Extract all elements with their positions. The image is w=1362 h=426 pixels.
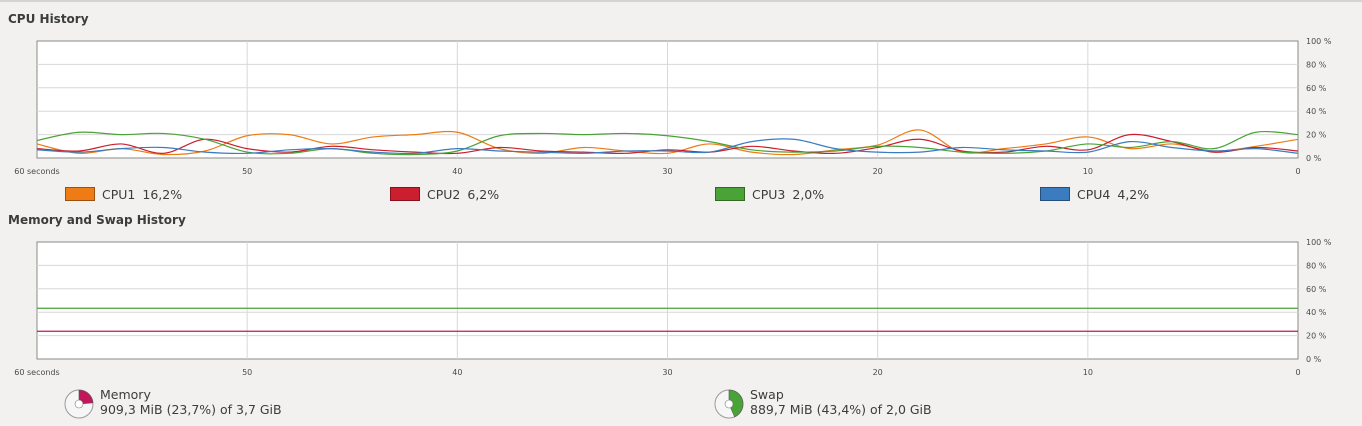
memory-legend-memory: Memory 909,3 MiB (23,7%) of 3,7 GiB [64, 387, 282, 419]
memory-y-tick-label: 60 % [1306, 285, 1327, 294]
cpu-y-tick-label: 100 % [1306, 37, 1332, 46]
memory-x-tick-label: 20 [873, 368, 883, 377]
memory-legend-swap: Swap 889,7 MiB (43,4%) of 2,0 GiB [714, 387, 932, 419]
color-swatch-button[interactable] [65, 187, 95, 201]
memory-swap-history-title: Memory and Swap History [8, 213, 186, 227]
pie-slice [728, 389, 744, 418]
color-swatch-button[interactable] [715, 187, 745, 201]
memory-x-tick-label: 10 [1083, 368, 1093, 377]
cpu-series-cpu3 [36, 130, 1299, 156]
memory-x-tick-label: 30 [662, 368, 672, 377]
pie-slice [78, 389, 94, 405]
cpu-legend-value: 16,2% [142, 186, 183, 202]
cpu-legend-value: 2,0% [792, 186, 825, 202]
cpu-x-tick-label: 20 [873, 167, 883, 176]
cpu-x-tick-label: 40 [452, 167, 462, 176]
memory-x-tick-label: 0 [1295, 368, 1300, 377]
memory-y-tick-label: 40 % [1306, 308, 1327, 317]
cpu-x-tick-label: 30 [662, 167, 672, 176]
cpu-history-title: CPU History [8, 12, 89, 26]
cpu-legend-cpu1: CPU1 16,2% [65, 185, 182, 203]
cpu-legend-value: 6,2% [467, 186, 500, 202]
memory-x-tick-label: 40 [452, 368, 462, 377]
swap-pie-icon[interactable] [714, 389, 744, 419]
cpu-legend-cpu3: CPU3 2,0% [715, 185, 824, 203]
memory-swap-history-chart: 100 % 80 % 60 % 40 % 20 % 0 % 60 seconds 50 40 30… [14, 238, 1332, 377]
cpu-y-tick-label: 80 % [1306, 60, 1327, 69]
cpu-legend-label: CPU2 [427, 186, 461, 202]
cpu-x-tick-label: 50 [242, 167, 252, 176]
cpu-x-tick-label: 60 seconds [14, 167, 59, 176]
cpu-legend-label: CPU3 [752, 186, 786, 202]
cpu-x-tick-label: 10 [1083, 167, 1093, 176]
cpu-series-cpu4 [36, 138, 1299, 155]
memory-legend-label: Memory [100, 387, 151, 402]
cpu-series-cpu1 [36, 129, 1299, 156]
color-swatch-button[interactable] [1040, 187, 1070, 201]
memory-x-tick-label: 60 seconds [14, 368, 59, 377]
memory-y-tick-label: 80 % [1306, 261, 1327, 270]
cpu-y-tick-label: 20 % [1306, 131, 1327, 140]
memory-y-tick-label: 0 % [1306, 355, 1322, 364]
cpu-legend-cpu4: CPU4 4,2% [1040, 185, 1149, 203]
memory-y-tick-label: 100 % [1306, 238, 1332, 247]
cpu-y-tick-label: 60 % [1306, 84, 1327, 93]
memory-pie-icon[interactable] [64, 389, 94, 419]
memory-x-tick-label: 50 [242, 368, 252, 377]
memory-legend-detail: 909,3 MiB (23,7%) of 3,7 GiB [100, 402, 282, 417]
memory-legend-detail: 889,7 MiB (43,4%) of 2,0 GiB [750, 402, 932, 417]
cpu-legend-label: CPU1 [102, 186, 136, 202]
cpu-legend-cpu2: CPU2 6,2% [390, 185, 499, 203]
cpu-x-tick-label: 0 [1295, 167, 1300, 176]
memory-legend-label: Swap [750, 387, 784, 402]
cpu-history-chart: 100 % 80 % 60 % 40 % 20 % 0 % 60 seconds 50 40 30… [14, 37, 1332, 176]
cpu-legend-label: CPU4 [1077, 186, 1111, 202]
cpu-series-cpu2 [36, 133, 1299, 155]
cpu-legend-value: 4,2% [1117, 186, 1150, 202]
cpu-y-tick-label: 0 % [1306, 154, 1322, 163]
cpu-y-tick-label: 40 % [1306, 107, 1327, 116]
top-border [0, 0, 1362, 2]
memory-y-tick-label: 20 % [1306, 332, 1327, 341]
color-swatch-button[interactable] [390, 187, 420, 201]
